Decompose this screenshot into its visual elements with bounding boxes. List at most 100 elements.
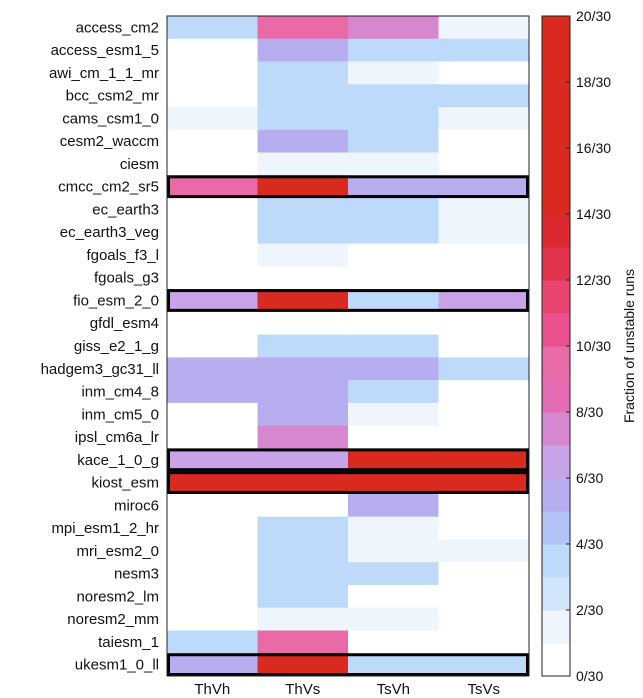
- colorbar-segment: [542, 148, 570, 182]
- heatmap-cell-access_esm1_5-ThVs: [257, 38, 349, 63]
- row-label: kiost_esm: [91, 475, 159, 492]
- heatmap-cell-fio_esm_2_0-ThVh: [167, 289, 258, 313]
- heatmap-cell-mri_esm2_0-TsVs: [438, 539, 530, 563]
- colorbar-segment: [542, 82, 570, 116]
- row-label: hadgem3_gc31_ll: [41, 361, 159, 378]
- colorbar-tick-label: 8/30: [576, 404, 603, 420]
- row-label: fgoals_g3: [94, 270, 159, 287]
- row-label: mpi_esm1_2_hr: [51, 520, 159, 537]
- heatmap-cell-cesm2_waccm-ThVh: [167, 129, 258, 154]
- column-label: ThVh: [194, 681, 230, 698]
- row-label: gfdl_esm4: [90, 315, 159, 332]
- heatmap-cell-fio_esm_2_0-ThVs: [257, 289, 349, 313]
- heatmap-cell-bcc_csm2_mr-ThVh: [167, 84, 258, 108]
- heatmap-cell-miroc6-TsVs: [438, 493, 530, 518]
- heatmap-cell-access_cm2-ThVh: [167, 16, 258, 40]
- heatmap-cell-nesm3-TsVh: [348, 562, 439, 586]
- row-label: mri_esm2_0: [76, 543, 159, 560]
- heatmap-cell-kiost_esm-TsVs: [438, 471, 530, 495]
- heatmap-cell-inm_cm5_0-ThVs: [257, 402, 349, 427]
- heatmap-cell-cesm2_waccm-TsVs: [438, 129, 530, 154]
- heatmap-cell-mpi_esm1_2_hr-ThVs: [257, 516, 349, 540]
- heatmap-cell-cams_csm1_0-TsVs: [438, 107, 530, 131]
- heatmap-cell-awi_cm_1_1_mr-ThVh: [167, 61, 258, 85]
- heatmap-cell-fgoals_f3_l-ThVh: [167, 243, 258, 267]
- heatmap-cell-taiesm_1-ThVs: [257, 630, 349, 654]
- heatmap-cell-awi_cm_1_1_mr-ThVs: [257, 61, 349, 85]
- heatmap-cell-ipsl_cm6a_lr-TsVs: [438, 425, 530, 449]
- colorbar-tick-label: 18/30: [576, 74, 611, 90]
- heatmap-cell-noresm2_lm-ThVh: [167, 584, 258, 609]
- row-label: cmcc_cm2_sr5: [58, 179, 159, 196]
- row-label: fgoals_f3_l: [86, 247, 159, 264]
- colorbar-segment: [542, 49, 570, 83]
- heatmap-cell-miroc6-TsVh: [348, 493, 439, 518]
- colorbar-tick-label: 4/30: [576, 536, 603, 552]
- heatmap-cell-ec_earth3-ThVs: [257, 198, 349, 222]
- heatmap-cell-fio_esm_2_0-TsVh: [348, 289, 439, 313]
- heatmap-cell-hadgem3_gc31_ll-TsVh: [348, 357, 439, 381]
- colorbar: [541, 15, 571, 677]
- colorbar-segment: [542, 577, 570, 611]
- row-label: fio_esm_2_0: [73, 292, 159, 309]
- plot-area-frame: [166, 15, 530, 677]
- heatmap-cell-mpi_esm1_2_hr-ThVh: [167, 516, 258, 540]
- column-labels: ThVh ThVs TsVh TsVs: [194, 681, 500, 698]
- heatmap-cell-ec_earth3_veg-TsVh: [348, 220, 439, 245]
- heatmap-cell-noresm2_lm-TsVs: [438, 584, 530, 609]
- colorbar-tick-label: 12/30: [576, 272, 611, 288]
- heatmap-cell-ciesm-ThVh: [167, 152, 258, 176]
- colorbar-tick-label: 2/30: [576, 602, 603, 618]
- heatmap-cells: [167, 16, 530, 677]
- colorbar-segment: [542, 643, 570, 677]
- colorbar-tick-label: 10/30: [576, 338, 611, 354]
- row-label: access_esm1_5: [51, 42, 159, 59]
- colorbar-segment: [542, 280, 570, 314]
- colorbar-segment: [542, 313, 570, 347]
- heatmap-cell-ec_earth3_veg-ThVs: [257, 220, 349, 245]
- row-label: taiesm_1: [98, 634, 159, 651]
- heatmap-cell-fgoals_g3-TsVs: [438, 266, 530, 290]
- heatmap-cell-access_cm2-TsVs: [438, 16, 530, 40]
- colorbar-segment: [542, 511, 570, 545]
- heatmap-cell-cmcc_cm2_sr5-TsVs: [438, 175, 530, 199]
- heatmap-cell-ukesm1_0_ll-ThVs: [257, 653, 349, 677]
- colorbar-segment: [542, 544, 570, 578]
- heatmap-cell-fgoals_g3-ThVh: [167, 266, 258, 290]
- heatmap-cell-giss_e2_1_g-ThVs: [257, 334, 349, 358]
- highlight-frame-kiost_esm: [167, 471, 529, 494]
- heatmap-cell-noresm2_mm-ThVh: [167, 607, 258, 631]
- highlight-frame-kace_1_0_g: [167, 448, 529, 472]
- colorbar-segment: [542, 445, 570, 479]
- heatmap-cell-mri_esm2_0-ThVh: [167, 539, 258, 563]
- heatmap-cell-cesm2_waccm-TsVh: [348, 129, 439, 154]
- heatmap-cell-bcc_csm2_mr-TsVs: [438, 84, 530, 108]
- row-label: awi_cm_1_1_mr: [49, 65, 159, 82]
- heatmap-cell-miroc6-ThVs: [257, 493, 349, 518]
- row-label: ec_earth3_veg: [60, 224, 159, 241]
- colorbar-title: Fraction of unstable runs: [621, 269, 637, 423]
- heatmap-cell-nesm3-TsVs: [438, 562, 530, 586]
- heatmap-cell-taiesm_1-TsVs: [438, 630, 530, 654]
- heatmap-cell-mpi_esm1_2_hr-TsVh: [348, 516, 439, 540]
- heatmap-cell-kiost_esm-ThVh: [167, 471, 258, 495]
- heatmap-cell-ipsl_cm6a_lr-ThVs: [257, 425, 349, 449]
- highlight-frame-cmcc_cm2_sr5: [167, 175, 529, 199]
- row-label: cams_csm1_0: [62, 110, 159, 127]
- heatmap-cell-gfdl_esm4-TsVs: [438, 311, 530, 336]
- row-label: ec_earth3: [92, 201, 159, 218]
- heatmap-cell-fgoals_f3_l-TsVs: [438, 243, 530, 267]
- heatmap-cell-ipsl_cm6a_lr-TsVh: [348, 425, 439, 449]
- colorbar-segment: [542, 379, 570, 413]
- heatmap-cell-access_esm1_5-TsVs: [438, 38, 530, 63]
- colorbar-segment: [542, 478, 570, 512]
- column-label: ThVs: [285, 681, 320, 698]
- colorbar-segment: [542, 214, 570, 248]
- heatmap-cell-nesm3-ThVs: [257, 562, 349, 586]
- row-label: ciesm: [120, 156, 159, 173]
- row-label: cesm2_waccm: [60, 133, 159, 150]
- colorbar-tick-label: 20/30: [576, 8, 611, 24]
- heatmap-cell-fgoals_f3_l-ThVs: [257, 243, 349, 267]
- colorbar-segment: [542, 115, 570, 149]
